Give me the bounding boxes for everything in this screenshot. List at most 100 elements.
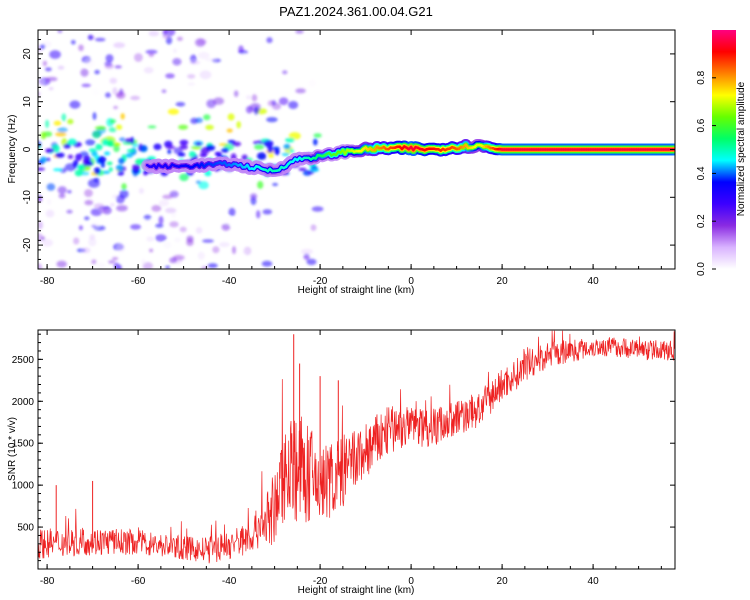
spectrogram-noise-blob xyxy=(67,118,74,125)
spectrogram-noise-blob xyxy=(179,226,187,233)
snr-x-tick-label: -20 xyxy=(313,576,328,587)
spectrogram-noise-blob xyxy=(91,221,100,229)
snr-y-tick-label: 1500 xyxy=(12,439,35,450)
snr-y-ticks: 500 1000 1500 2000 2500 xyxy=(12,333,675,562)
spectrogram-noise-blob xyxy=(134,53,143,62)
spectrogram-core-blob xyxy=(313,138,318,146)
spectrogram-noise-blob xyxy=(148,52,155,57)
spectrogram-noise-blob xyxy=(168,81,173,86)
spectrogram-noise-blob xyxy=(257,180,264,189)
spectrogram-noise-blob xyxy=(186,239,194,246)
spectrogram-noise-blob xyxy=(108,260,116,264)
spectrogram-noise-blob xyxy=(78,225,83,231)
spectrogram-noise-blob xyxy=(110,203,115,207)
spectrogram-noise-blob xyxy=(81,83,91,88)
spectrogram-noise-blob xyxy=(38,221,43,230)
spectrogram-noise-blob xyxy=(158,216,164,225)
spectrogram-noise-blob xyxy=(55,132,67,137)
spectrogram-noise-blob xyxy=(84,216,90,221)
spectrogram-core-blob xyxy=(45,148,55,153)
spectrogram-noise-blob xyxy=(85,139,96,146)
spectrogram-noise-blob xyxy=(45,67,52,72)
spectrogram-x-tick-label: -40 xyxy=(222,276,237,287)
spectrogram-noise-blob xyxy=(282,70,288,75)
spectrogram-noise-blob xyxy=(310,224,317,232)
colorbar-label: Normalized spectral amplitude xyxy=(736,81,747,216)
spectrogram-noise-blob xyxy=(250,193,258,200)
spectrogram-noise-blob xyxy=(251,94,258,102)
spectrogram-core-blob xyxy=(45,157,51,162)
spectrogram-core-blob xyxy=(227,140,236,144)
spectrogram-core-blob xyxy=(309,168,320,172)
spectrogram-noise-blob xyxy=(165,207,177,214)
spectrogram-core-blob xyxy=(139,145,148,152)
spectrogram-core-blob xyxy=(104,151,111,156)
spectrogram-core-blob xyxy=(281,152,290,156)
spectrogram-noise-blob xyxy=(151,205,162,212)
spectrogram-noise-blob xyxy=(234,90,239,97)
spectrogram-core-blob xyxy=(97,156,107,164)
spectrogram-noise-blob xyxy=(253,106,259,115)
colorbar-gradient xyxy=(712,30,736,269)
colorbar-tick-label: 0.0 xyxy=(696,262,707,276)
spectrogram-y-tick-label: 20 xyxy=(22,48,33,60)
spectrogram-core-blob xyxy=(75,153,82,161)
colorbar-ticks: 0.0 0.2 0.4 0.6 0.8 xyxy=(696,70,716,276)
snr-xlabel: Height of straight line (km) xyxy=(298,585,415,596)
spectrogram-noise-blob xyxy=(109,77,118,84)
spectrogram-noise-blob xyxy=(67,190,72,194)
spectrogram-core-blob xyxy=(188,151,196,158)
spectrogram-noise-blob xyxy=(84,189,93,198)
spectrogram-core-blob xyxy=(93,167,101,175)
figure-title: PAZ1.2024.361.00.04.G21 xyxy=(279,4,433,19)
spectrogram-noise-blob xyxy=(267,153,275,158)
spectrogram-noise-blob xyxy=(301,248,313,255)
spectrogram-noise-blob xyxy=(202,239,214,243)
spectrogram-noise-blob xyxy=(105,92,111,98)
spectrogram-noise-blob xyxy=(226,128,233,133)
spectrogram-noise-blob xyxy=(105,54,114,63)
spectrogram-noise-blob xyxy=(94,37,106,42)
spectrogram-noise-blob xyxy=(179,173,189,182)
spectrogram-data xyxy=(38,30,675,269)
snr-data xyxy=(38,330,675,564)
spectrogram-noise-blob xyxy=(190,117,199,124)
spectrogram-noise-blob xyxy=(49,50,61,59)
spectrogram-core-blob xyxy=(153,143,162,151)
snr-ylabel: SNR (10 * v/v) xyxy=(7,417,18,481)
snr-y-tick-label: 2000 xyxy=(12,397,35,408)
spectrogram-noise-blob xyxy=(313,133,322,138)
snr-x-tick-label: -60 xyxy=(131,576,146,587)
spectrogram-y-tick-label: 0 xyxy=(22,146,33,152)
colorbar-tick-label: 0.4 xyxy=(696,166,707,180)
spectrogram-blobs xyxy=(38,30,324,269)
spectrogram-noise-blob xyxy=(45,119,50,129)
spectrogram-noise-blob xyxy=(104,63,115,69)
colorbar-tick-label: 0.8 xyxy=(696,70,707,84)
spectrogram-noise-blob xyxy=(311,206,324,212)
spectrogram-core-blob xyxy=(117,171,125,176)
spectrogram-noise-blob xyxy=(272,182,279,187)
spectrogram-noise-blob xyxy=(111,215,123,221)
spectrogram-core-blob xyxy=(77,165,86,170)
snr-x-ticks: -80 -60 -40 -20 0 20 40 xyxy=(40,330,662,587)
spectrogram-noise-blob xyxy=(207,263,218,269)
spectrogram-noise-blob xyxy=(130,224,142,230)
spectrogram-noise-blob xyxy=(48,87,54,91)
spectrogram-noise-blob xyxy=(114,65,122,69)
spectrogram-noise-blob xyxy=(38,197,43,203)
spectrogram-core-blob xyxy=(283,143,291,150)
spectrogram-noise-blob xyxy=(121,183,127,190)
spectrogram-noise-blob xyxy=(40,131,47,140)
spectrogram-core-blob xyxy=(267,145,274,153)
spectrogram-noise-blob xyxy=(162,194,173,200)
spectrogram-core-blob xyxy=(125,152,133,158)
snr-x-tick-label: -80 xyxy=(40,576,55,587)
snr-y-tick-label: 500 xyxy=(17,523,34,534)
snr-panel: -80 -60 -40 -20 0 20 40 500 1000 1500 2000 2500 He… xyxy=(7,329,676,596)
spectrogram-noise-blob xyxy=(108,127,117,133)
spectrogram-core-blob xyxy=(67,154,74,159)
spectrogram-core-blob xyxy=(118,157,125,165)
spectrogram-noise-blob xyxy=(56,260,67,268)
spectrogram-noise-blob xyxy=(205,124,214,130)
